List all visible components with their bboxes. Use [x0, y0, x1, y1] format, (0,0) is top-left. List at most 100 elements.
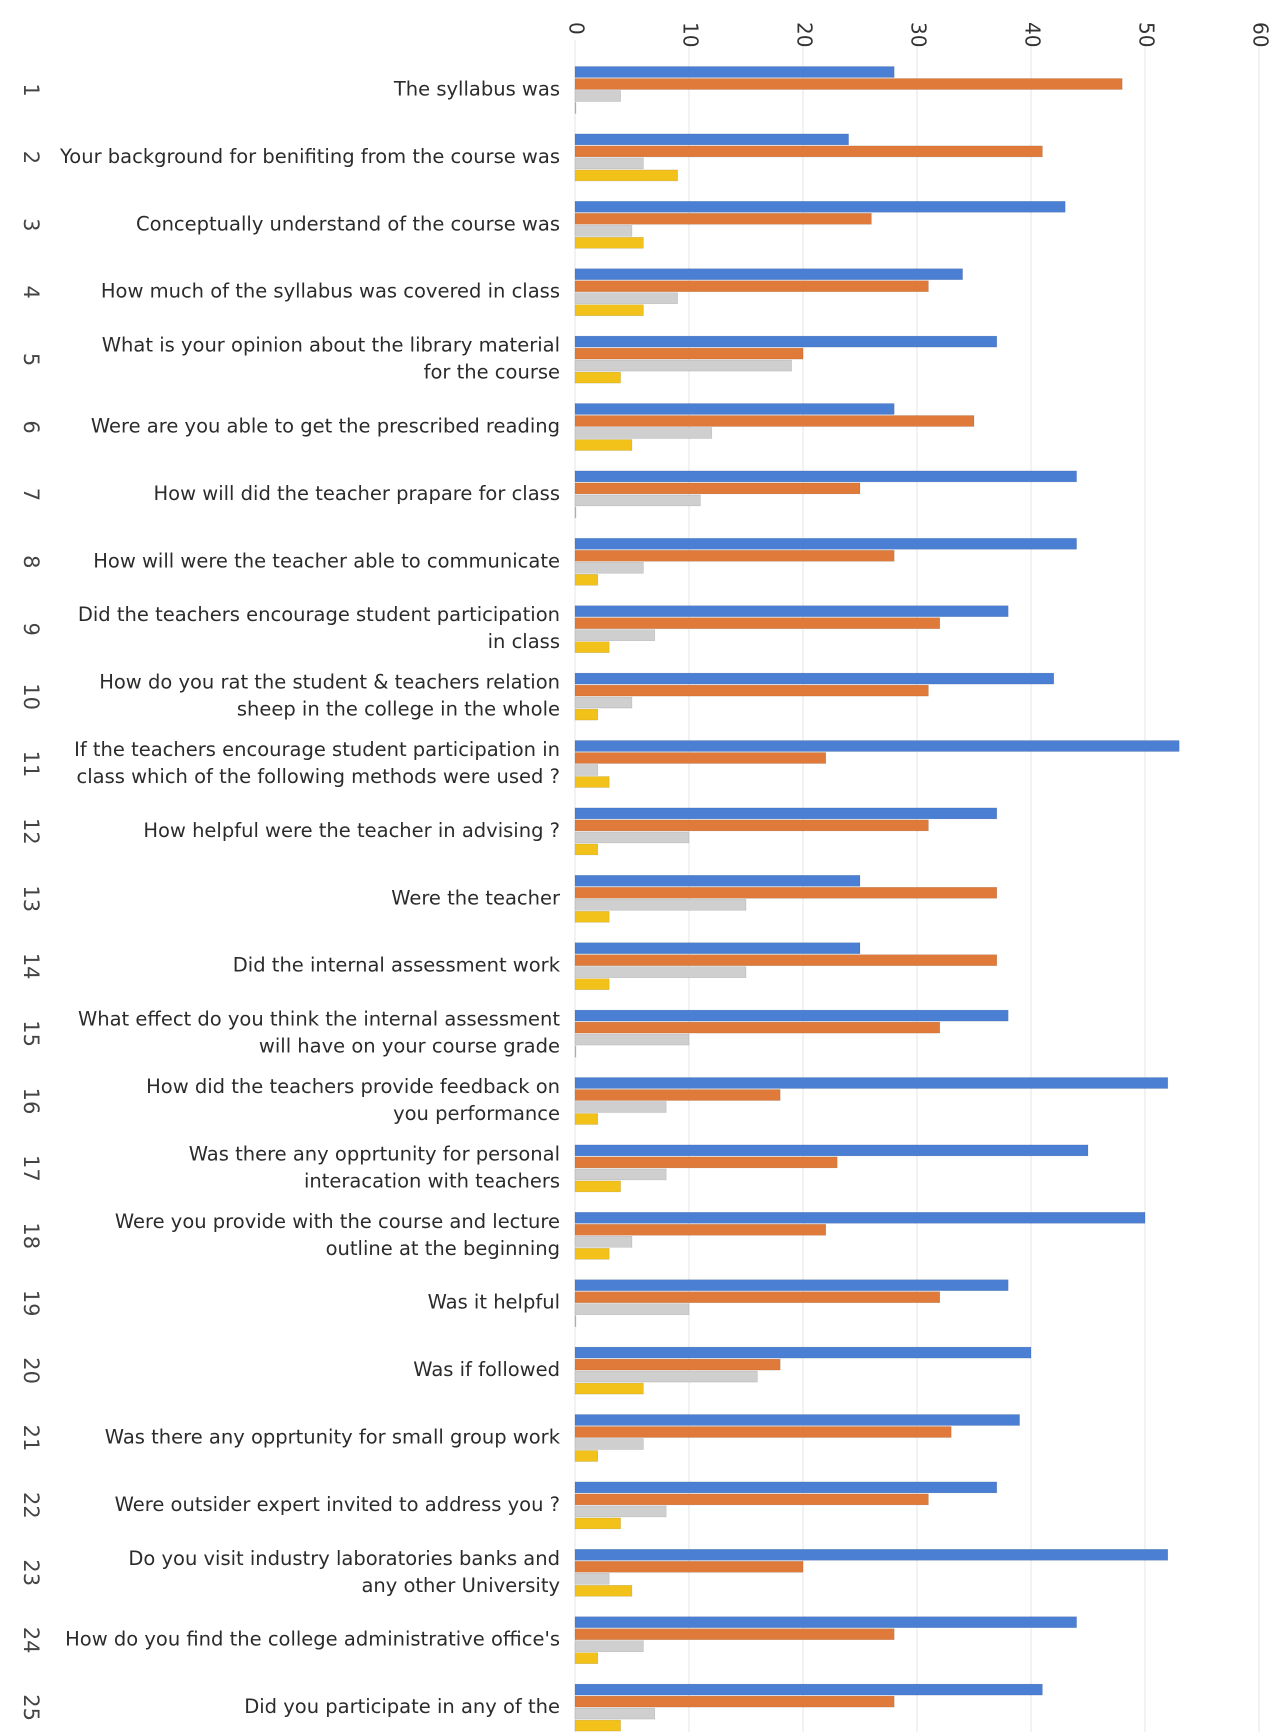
bar: [574, 1212, 1146, 1224]
x-tick-label: 10: [679, 22, 703, 47]
bar: [574, 1156, 838, 1169]
row-number: 24: [19, 1627, 43, 1654]
bar: [574, 1113, 599, 1125]
bar: [574, 573, 599, 586]
bar: [574, 1382, 644, 1395]
category-label: How helpful were the teacher in advising…: [143, 819, 560, 842]
bar: [574, 237, 644, 249]
bar: [574, 1481, 998, 1494]
x-tick-label: 30: [907, 22, 931, 47]
category-label: sheep in the college in the whole: [237, 698, 560, 721]
category-label: How do you rat the student & teachers re…: [99, 671, 560, 694]
category-row: 15 What effect do you think the internal …: [19, 1008, 1009, 1058]
category-label: Your background for benifiting from the …: [59, 145, 560, 168]
bar: [574, 684, 929, 697]
bar: [574, 764, 599, 776]
bar: [574, 213, 872, 225]
bar: [574, 335, 998, 348]
bar: [574, 1505, 667, 1518]
bar: [574, 1652, 599, 1664]
x-tick-label: 50: [1135, 22, 1159, 47]
bar: [574, 629, 656, 642]
bar: [574, 1021, 941, 1034]
category-row: 8 How will were the teacher able to commu…: [19, 537, 1077, 586]
bar: [574, 470, 1077, 483]
bar: [574, 102, 577, 114]
category-label: Was there any opprtunity for personal: [189, 1142, 560, 1165]
bar: [574, 1346, 1032, 1359]
category-label: How will did the teacher prapare for cla…: [154, 482, 560, 505]
bar: [574, 1561, 804, 1573]
category-label: If the teachers encourage student partic…: [74, 738, 560, 761]
bar: [574, 910, 610, 923]
category-row: 1 The syllabus was: [19, 66, 1123, 114]
row-number: 6: [19, 420, 43, 433]
bar: [574, 1640, 644, 1652]
category-label: for the course: [424, 361, 560, 384]
bar: [574, 1549, 1169, 1561]
bar: [574, 359, 792, 372]
bar: [574, 1101, 667, 1113]
category-row: 4 How much of the syllabus was covered in…: [19, 268, 963, 317]
bar: [574, 708, 599, 721]
row-number: 11: [19, 751, 43, 778]
category-row: 2 Your background for benifiting from the…: [19, 133, 1043, 182]
bar: [574, 641, 610, 654]
category-label: in class: [488, 630, 560, 653]
row-number: 4: [19, 286, 43, 299]
category-label: Was if followed: [413, 1358, 560, 1381]
bar: [574, 66, 895, 78]
category-row: 21 Was there any opprtunity for small gro…: [19, 1414, 1020, 1462]
row-number: 15: [19, 1020, 43, 1047]
row-number: 14: [19, 953, 43, 980]
bar: [574, 978, 610, 991]
category-label: Were outsider expert invited to address …: [115, 1493, 560, 1516]
bar: [574, 617, 941, 630]
bar: [574, 740, 1180, 752]
row-number: 13: [19, 885, 43, 912]
bar: [574, 439, 633, 451]
bar: [574, 225, 633, 237]
category-label: Conceptually understand of the course wa…: [136, 212, 560, 235]
category-label: interacation with teachers: [304, 1169, 560, 1192]
x-tick-label: 0: [565, 22, 589, 35]
row-number: 25: [19, 1694, 43, 1721]
category-label: Were are you able to get the prescribed …: [91, 415, 560, 438]
bar: [574, 1077, 1169, 1089]
category-row: 11 If the teachers encourage student part…: [19, 738, 1180, 788]
bar: [574, 942, 861, 955]
category-row: 10 How do you rat the student & teachers …: [19, 671, 1055, 721]
x-tick-label: 60: [1249, 22, 1269, 47]
bar: [574, 1585, 633, 1597]
bar: [574, 268, 963, 281]
category-label: The syllabus was: [393, 78, 560, 101]
bar: [574, 415, 975, 427]
bar: [574, 292, 678, 305]
bar: [574, 1045, 577, 1058]
row-number: 8: [19, 555, 43, 568]
category-label: Were you provide with the course and lec…: [115, 1210, 560, 1233]
bar: [574, 561, 644, 574]
row-number: 10: [19, 683, 43, 710]
row-number: 23: [19, 1559, 43, 1586]
category-label: Do you visit industry laboratories banks…: [128, 1547, 560, 1570]
category-row: 17 Was there any opprtunity for personal i…: [19, 1142, 1089, 1192]
category-row: 13 Were the teacher: [19, 874, 998, 923]
bar: [574, 1279, 1009, 1291]
bar: [574, 843, 599, 856]
bar: [574, 807, 998, 820]
category-row: 24 How do you find the college administra…: [19, 1616, 1077, 1664]
x-tick-label: 40: [1021, 22, 1045, 47]
bar: [574, 1144, 1089, 1157]
bar: [574, 347, 804, 360]
bar: [574, 1414, 1020, 1426]
bar: [574, 1236, 633, 1248]
row-number: 16: [19, 1088, 43, 1115]
bar: [574, 1683, 1043, 1696]
bar: [574, 672, 1055, 685]
bar: [574, 1517, 621, 1530]
category-label: you performance: [393, 1102, 560, 1125]
category-rows: 1 The syllabus was 2 Your background for be…: [19, 66, 1180, 1732]
category-label: Did you participate in any of the: [244, 1695, 560, 1718]
